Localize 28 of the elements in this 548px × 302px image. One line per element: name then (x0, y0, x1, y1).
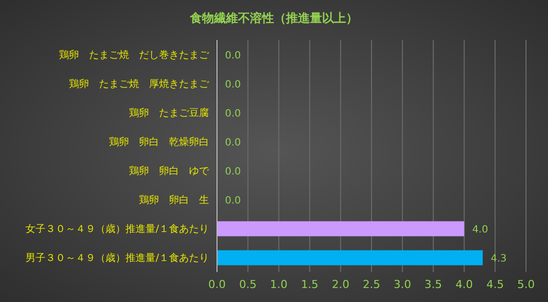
x-tick-label: 4.0 (455, 278, 473, 291)
y-tick-label: 鶏卵 たまご焼 厚焼きたまご (69, 78, 210, 90)
x-tick-label: 3.5 (424, 278, 442, 291)
data-label: 0.0 (225, 166, 241, 178)
y-tick-label: 鶏卵 たまご豆腐 (129, 107, 209, 120)
x-tick-label: 4.5 (486, 278, 504, 291)
y-tick-label: 鶏卵 卵白 乾燥卵白 (109, 136, 209, 148)
x-tick-label: 2.0 (332, 278, 350, 291)
x-tick-label: 2.5 (362, 278, 380, 291)
x-tick-label: 0.5 (239, 278, 257, 291)
y-tick-label: 鶏卵 卵白 生 (139, 194, 209, 206)
data-label: 0.0 (225, 50, 241, 62)
y-tick-label: 鶏卵 卵白 ゆで (129, 165, 210, 178)
data-label: 0.0 (225, 79, 241, 90)
chart-title: 食物繊維不溶性（推進量以上） (189, 10, 359, 27)
data-label: 4.0 (472, 224, 488, 236)
y-tick-label: 女子３０～４９（歳）推進量/１食あたり (26, 223, 209, 236)
y-tick-label: 男子３０～４９（歳）推進量/１食あたり (26, 252, 209, 264)
data-label: 0.0 (225, 137, 241, 148)
x-tick-label: 1.0 (270, 278, 288, 291)
data-label: 0.0 (225, 195, 241, 206)
data-label: 0.0 (225, 108, 241, 120)
x-tick-label: 0.0 (208, 278, 226, 291)
y-tick-label: 鶏卵 たまご焼 だし巻きたまご (59, 49, 210, 62)
data-label: 4.3 (490, 253, 507, 264)
x-tick-label: 1.5 (300, 278, 318, 291)
x-tick-label: 5.0 (517, 278, 535, 291)
x-tick-label: 3.0 (394, 278, 412, 291)
